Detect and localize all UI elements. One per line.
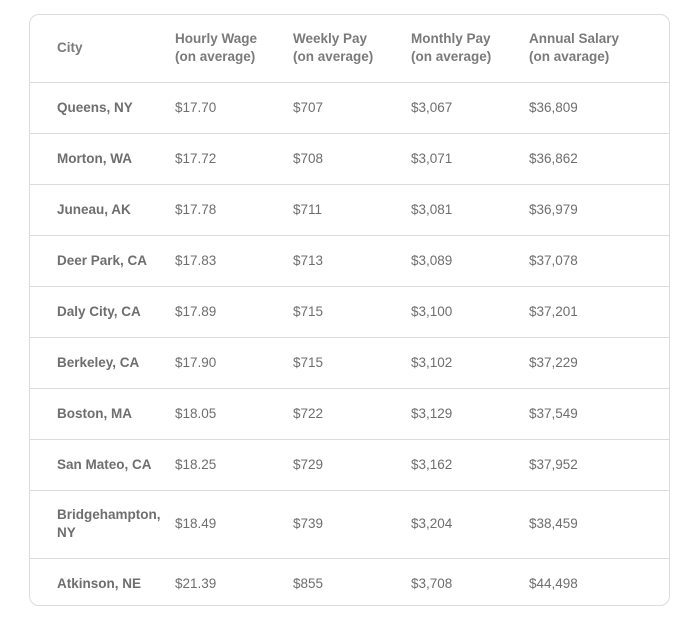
header-monthly-line1: Monthly Pay bbox=[411, 31, 491, 47]
table-row: Queens, NY $17.70 $707 $3,067 $36,809 bbox=[30, 82, 669, 134]
header-hourly-line2: (on average) bbox=[175, 49, 256, 65]
header-city: City bbox=[30, 15, 175, 83]
wage-table-card: City Hourly Wage (on average) Weekly Pay… bbox=[29, 14, 670, 606]
cell-annual: $37,229 bbox=[529, 337, 669, 389]
cell-annual: $36,862 bbox=[529, 133, 669, 185]
wage-table: City Hourly Wage (on average) Weekly Pay… bbox=[30, 15, 669, 605]
cell-weekly: $855 bbox=[293, 575, 324, 591]
cell-monthly: $3,162 bbox=[411, 439, 529, 491]
header-annual-line1: Annual Salary bbox=[529, 31, 620, 47]
cell-weekly: $722 bbox=[293, 388, 411, 440]
cell-city: Berkeley, CA bbox=[30, 337, 175, 389]
header-annual-salary: Annual Salary (on avarage) bbox=[529, 15, 669, 83]
cell-annual: $36,809 bbox=[529, 82, 669, 134]
cell-weekly: $708 bbox=[293, 133, 411, 185]
header-hourly-line1: Hourly Wage bbox=[175, 31, 258, 47]
cell-monthly: $3,081 bbox=[411, 184, 529, 236]
cell-monthly: $3,129 bbox=[411, 388, 529, 440]
cell-city: Daly City, CA bbox=[30, 286, 175, 338]
cell-hourly: $18.49 bbox=[175, 490, 293, 559]
cell-city: San Mateo, CA bbox=[30, 439, 175, 491]
cell-annual: $37,952 bbox=[529, 439, 669, 491]
cell-city: Morton, WA bbox=[30, 133, 175, 185]
cell-annual: $38,459 bbox=[529, 490, 669, 559]
cell-city: Boston, MA bbox=[30, 388, 175, 440]
cell-monthly: $3,204 bbox=[411, 490, 529, 559]
header-row: City Hourly Wage (on average) Weekly Pay… bbox=[30, 15, 669, 83]
cell-weekly: $729 bbox=[293, 439, 411, 491]
header-monthly-line2: (on average) bbox=[411, 49, 492, 65]
cell-weekly: $713 bbox=[293, 235, 411, 287]
table-row: Berkeley, CA $17.90 $715 $3,102 $37,229 bbox=[30, 337, 669, 389]
table-row: San Mateo, CA $18.25 $729 $3,162 $37,952 bbox=[30, 439, 669, 491]
table-row: Atkinson, NE $21.39 $855 $3,708 $44,498 bbox=[30, 558, 669, 605]
table-row: Bridgehampton, NY $18.49 $739 $3,204 $38… bbox=[30, 490, 669, 559]
cell-hourly: $18.25 bbox=[175, 439, 293, 491]
cell-monthly: $3,089 bbox=[411, 235, 529, 287]
table-row: Daly City, CA $17.89 $715 $3,100 $37,201 bbox=[30, 286, 669, 338]
table-row: Juneau, AK $17.78 $711 $3,081 $36,979 bbox=[30, 184, 669, 236]
table-header: City Hourly Wage (on average) Weekly Pay… bbox=[30, 15, 669, 83]
cell-city: Juneau, AK bbox=[30, 184, 175, 236]
cell-weekly: $711 bbox=[293, 184, 411, 236]
cell-hourly: $17.90 bbox=[175, 337, 293, 389]
cell-weekly: $707 bbox=[293, 82, 411, 134]
cell-city: Deer Park, CA bbox=[30, 235, 175, 287]
cell-hourly: $18.05 bbox=[175, 388, 293, 440]
table-row: Boston, MA $18.05 $722 $3,129 $37,549 bbox=[30, 388, 669, 440]
cell-weekly: $739 bbox=[293, 490, 411, 559]
header-weekly-line1: Weekly Pay bbox=[293, 31, 368, 47]
cell-annual: $37,078 bbox=[529, 235, 669, 287]
cell-annual: $44,498 bbox=[529, 575, 578, 591]
cell-monthly: $3,071 bbox=[411, 133, 529, 185]
cell-annual: $36,979 bbox=[529, 184, 669, 236]
cell-weekly: $715 bbox=[293, 337, 411, 389]
table-row: Morton, WA $17.72 $708 $3,071 $36,862 bbox=[30, 133, 669, 185]
cell-monthly: $3,067 bbox=[411, 82, 529, 134]
cell-city: Atkinson, NE bbox=[57, 575, 142, 591]
cell-city: Queens, NY bbox=[30, 82, 175, 134]
cell-hourly: $17.83 bbox=[175, 235, 293, 287]
table-row: Deer Park, CA $17.83 $713 $3,089 $37,078 bbox=[30, 235, 669, 287]
header-hourly-wage: Hourly Wage (on average) bbox=[175, 15, 293, 83]
cell-hourly: $17.78 bbox=[175, 184, 293, 236]
cell-monthly: $3,102 bbox=[411, 337, 529, 389]
cell-hourly: $17.89 bbox=[175, 286, 293, 338]
header-weekly-pay: Weekly Pay (on average) bbox=[293, 15, 411, 83]
cell-monthly: $3,100 bbox=[411, 286, 529, 338]
cell-hourly: $21.39 bbox=[175, 575, 217, 591]
header-monthly-pay: Monthly Pay (on average) bbox=[411, 15, 529, 83]
header-annual-line2: (on avarage) bbox=[529, 49, 610, 65]
cell-annual: $37,201 bbox=[529, 286, 669, 338]
cell-monthly: $3,708 bbox=[411, 575, 453, 591]
cell-weekly: $715 bbox=[293, 286, 411, 338]
cell-hourly: $17.70 bbox=[175, 82, 293, 134]
header-weekly-line2: (on average) bbox=[293, 49, 374, 65]
cell-hourly: $17.72 bbox=[175, 133, 293, 185]
table-body: Queens, NY $17.70 $707 $3,067 $36,809 Mo… bbox=[30, 82, 669, 605]
cell-city: Bridgehampton, NY bbox=[30, 490, 175, 559]
cell-annual: $37,549 bbox=[529, 388, 669, 440]
